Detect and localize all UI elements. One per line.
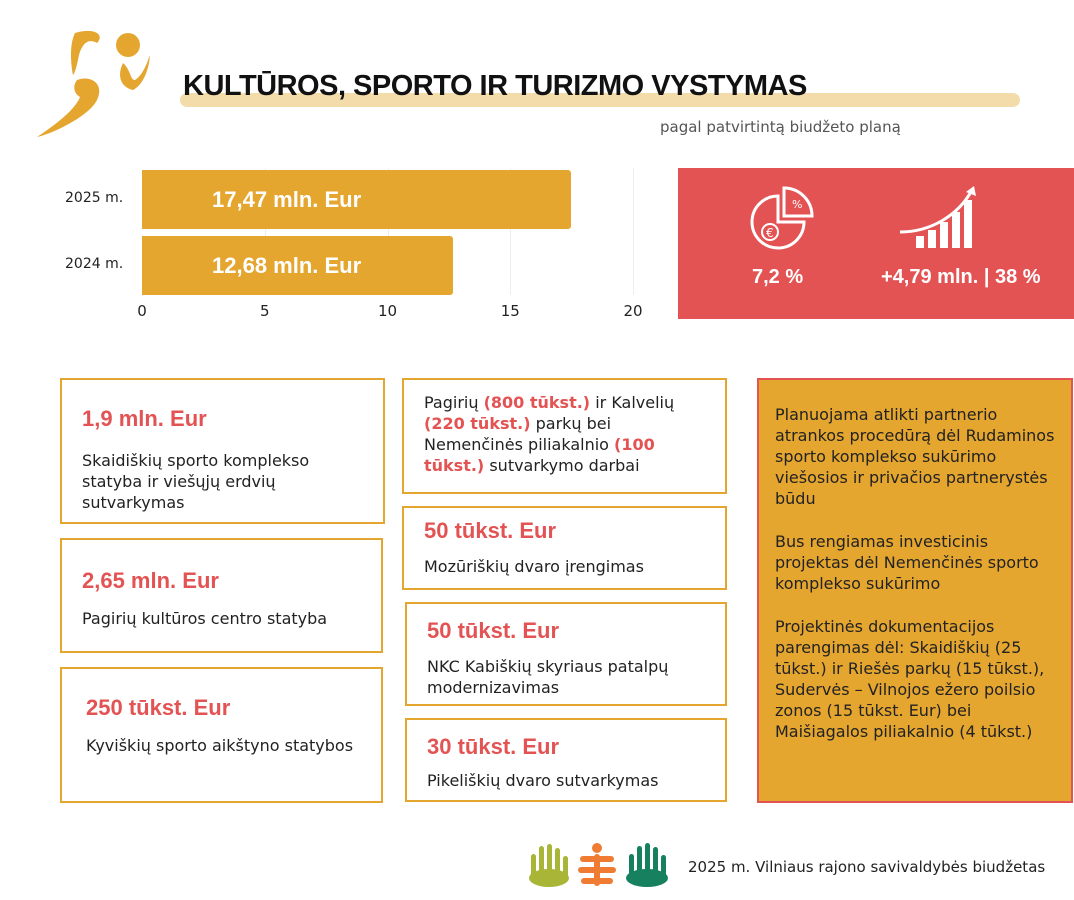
project-card: 50 tūkst. Eur NKC Kabiškių skyriaus pata… bbox=[405, 602, 727, 706]
project-amount: 250 tūkst. Eur bbox=[86, 695, 231, 720]
y-category-label: 2024 m. bbox=[65, 256, 124, 272]
bar: 12,68 mln. Eur bbox=[142, 236, 454, 295]
x-tick-label: 15 bbox=[500, 302, 520, 320]
svg-text:%: % bbox=[792, 198, 802, 211]
project-amount: 30 tūkst. Eur bbox=[427, 734, 560, 759]
kpi-panel: €% 7,2 % +4,79 mln. | 38 % bbox=[678, 168, 1074, 319]
project-card: 50 tūkst. Eur Mozūriškių dvaro įrengimas bbox=[402, 506, 727, 590]
growth-chart-icon bbox=[900, 186, 976, 248]
planned-action: Projektinės dokumentacijos parengimas dė… bbox=[775, 617, 1045, 741]
svg-text:€: € bbox=[766, 226, 774, 240]
project-card: 2,65 mln. Eur Pagirių kultūros centro st… bbox=[60, 538, 383, 653]
x-tick-label: 10 bbox=[377, 302, 398, 320]
gridline bbox=[264, 168, 266, 295]
planned-actions-panel: Planuojama atlikti partnerio atrankos pr… bbox=[757, 378, 1073, 803]
parks-amount: (100 tūkst.) bbox=[424, 435, 655, 475]
budget-share-value: 7,2 % bbox=[752, 266, 804, 288]
municipality-logo-icon bbox=[529, 843, 668, 887]
gridline bbox=[387, 168, 389, 295]
planned-action: Bus rengiamas investicinis projektas dėl… bbox=[775, 532, 1039, 593]
project-description: Mozūriškių dvaro įrengimas bbox=[424, 557, 644, 576]
project-amount: 2,65 mln. Eur bbox=[82, 568, 219, 593]
parks-text: ir Kalvelių bbox=[590, 393, 675, 412]
project-amount: 1,9 mln. Eur bbox=[82, 406, 207, 431]
parks-card: Pagirių (800 tūkst.) ir Kalvelių (220 tū… bbox=[402, 378, 727, 494]
project-description: Pagirių kultūros centro statyba bbox=[82, 609, 328, 628]
title-underline bbox=[180, 93, 1020, 107]
planned-action: Planuojama atlikti partnerio atrankos pr… bbox=[775, 405, 1055, 508]
gridline bbox=[510, 168, 512, 295]
page-subtitle: pagal patvirtintą biudžeto planą bbox=[660, 118, 901, 136]
x-tick-label: 0 bbox=[137, 302, 147, 320]
runner-icon bbox=[37, 30, 150, 137]
project-amount: 50 tūkst. Eur bbox=[424, 518, 557, 543]
parks-text: parkų bei Nemenčinės piliakalnio bbox=[424, 414, 615, 454]
budget-growth-value: +4,79 mln. | 38 % bbox=[881, 266, 1041, 288]
bar-data-label: 12,68 mln. Eur bbox=[212, 252, 362, 278]
pie-euro-icon: €% bbox=[750, 186, 814, 250]
project-description: NKC Kabiškių skyriaus patalpų modernizav… bbox=[427, 657, 669, 697]
project-card: 30 tūkst. Eur Pikeliškių dvaro sutvarkym… bbox=[405, 718, 727, 802]
y-category-label: 2025 m. bbox=[65, 190, 124, 206]
parks-amount: (220 tūkst.) bbox=[424, 414, 531, 433]
parks-text: Pagirių bbox=[424, 393, 484, 412]
x-tick-label: 5 bbox=[259, 302, 270, 320]
project-card: 250 tūkst. Eur Kyviškių sporto aikštyno … bbox=[60, 667, 383, 803]
project-description: Kyviškių sporto aikštyno statybos bbox=[86, 736, 354, 755]
parks-text: sutvarkymo darbai bbox=[484, 456, 640, 475]
project-card: 1,9 mln. Eur Skaidiškių sporto komplekso… bbox=[60, 378, 385, 524]
project-description: Pikeliškių dvaro sutvarkymas bbox=[427, 771, 659, 790]
footer-text: 2025 m. Vilniaus rajono savivaldybės biu… bbox=[688, 858, 1046, 876]
bar-data-label: 17,47 mln. Eur bbox=[212, 186, 362, 212]
x-tick-label: 20 bbox=[623, 302, 643, 320]
page-title: KULTŪROS, SPORTO IR TURIZMO VYSTYMAS bbox=[183, 70, 807, 102]
project-amount: 50 tūkst. Eur bbox=[427, 618, 560, 643]
project-description: Skaidiškių sporto komplekso statyba ir v… bbox=[82, 451, 310, 512]
parks-amount: (800 tūkst.) bbox=[483, 393, 591, 412]
gridline bbox=[633, 168, 634, 295]
bar: 17,47 mln. Eur bbox=[142, 170, 571, 229]
